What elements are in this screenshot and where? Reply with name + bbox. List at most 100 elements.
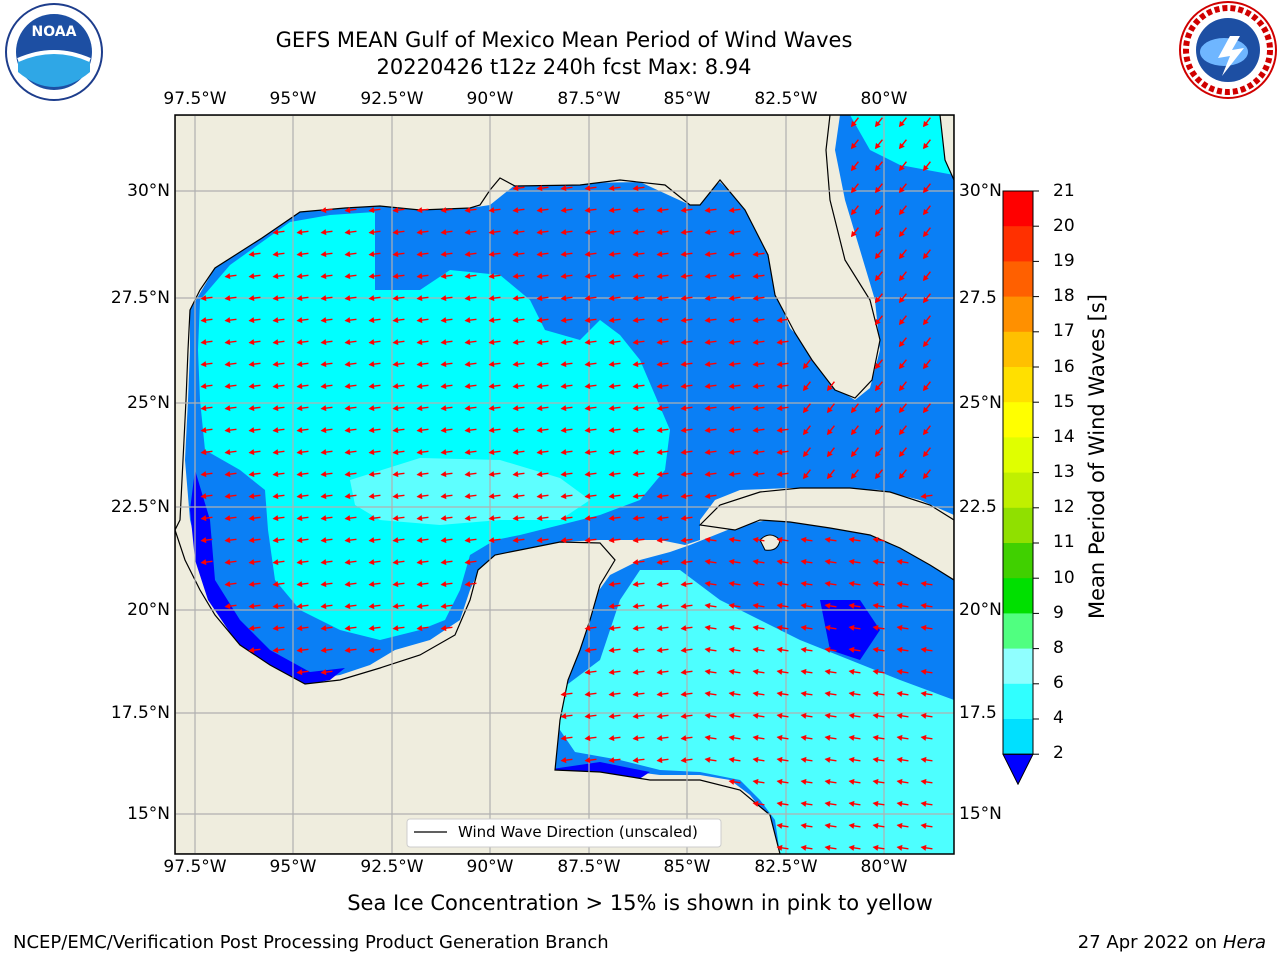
wave-direction-arrowhead [874, 318, 881, 326]
cb-label-17: 17 [1053, 321, 1075, 341]
wave-direction-arrowhead [512, 339, 519, 346]
wave-direction-arrowhead [320, 537, 327, 544]
wave-direction-arrowhead [728, 471, 735, 478]
wave-direction-arrowhead [632, 317, 639, 324]
date-stamp: 27 Apr 2022 on Hera [1078, 932, 1266, 954]
wave-direction-arrowhead [704, 624, 711, 631]
wave-direction-arrowhead [320, 383, 327, 390]
wave-direction-arrowhead [752, 273, 759, 280]
legend-label: Wind Wave Direction (unscaled) [458, 823, 698, 841]
cb-label-13: 13 [1053, 462, 1075, 482]
wave-direction-arrowhead [728, 536, 735, 543]
wave-direction-arrowhead [272, 427, 279, 434]
wave-direction-arrowhead [464, 295, 471, 302]
wave-direction-arrowhead [776, 558, 783, 565]
wave-direction-arrowhead [896, 558, 903, 565]
wave-direction-arrowhead [368, 471, 375, 478]
wave-direction-arrowhead [874, 142, 881, 150]
wave-direction-arrowhead [850, 208, 857, 216]
wave-direction-arrowhead [296, 647, 303, 654]
wave-direction-arrowhead [416, 339, 423, 346]
wave-direction-arrowhead [752, 734, 759, 741]
wave-direction-arrowhead [368, 405, 375, 412]
wave-direction-arrowhead [296, 295, 303, 302]
wave-direction-arrowhead [608, 405, 615, 412]
wave-direction-arrowhead [344, 625, 351, 632]
wave-direction-arrowhead [872, 690, 879, 697]
wave-direction-arrowhead [320, 581, 327, 588]
wave-direction-arrowhead [874, 384, 881, 392]
lon-top-7: 80°W [860, 89, 908, 109]
wave-direction-arrowhead [632, 229, 639, 236]
wave-direction-arrowhead [248, 449, 255, 456]
wave-direction-arrowhead [248, 427, 255, 434]
machine-name: Hera [1222, 932, 1266, 953]
wave-direction-arrowhead [728, 668, 735, 675]
wave-direction-arrowhead [560, 405, 567, 412]
wave-direction-arrowhead [800, 558, 807, 565]
wave-direction-arrowhead [272, 361, 279, 368]
wave-direction-arrowhead [656, 559, 663, 566]
wave-direction-arrowhead [896, 602, 903, 609]
wave-direction-arrowhead [368, 449, 375, 456]
wave-direction-arrowhead [536, 229, 543, 236]
wave-direction-arrowhead [560, 471, 567, 478]
wave-direction-arrowhead [728, 405, 735, 412]
wave-direction-arrowhead [224, 559, 231, 566]
wave-direction-arrowhead [296, 405, 303, 412]
lon-top-2: 92.5°W [360, 89, 424, 109]
wave-direction-arrowhead [392, 229, 399, 236]
wave-direction-arrowhead [248, 647, 255, 654]
lat-right-5: 17.5 [959, 703, 997, 723]
colorbar-segment [1003, 367, 1033, 403]
wave-direction-arrowhead [560, 295, 567, 302]
wave-direction-arrowhead [584, 625, 591, 632]
wave-direction-arrowhead [536, 361, 543, 368]
wave-direction-arrowhead [920, 602, 927, 609]
wave-direction-arrowhead [200, 339, 207, 346]
wave-direction-arrowhead [728, 229, 735, 236]
wave-direction-arrowhead [608, 471, 615, 478]
wave-direction-arrowhead [776, 427, 783, 434]
wave-direction-arrowhead [850, 120, 857, 128]
wave-direction-arrowhead [608, 669, 615, 676]
wave-direction-arrowhead [272, 273, 279, 280]
wave-direction-arrowhead [224, 493, 231, 500]
wave-direction-arrowhead [200, 537, 207, 544]
colorbar-segment [1003, 226, 1033, 262]
lat-right-3: 22.5 [959, 497, 997, 517]
wave-direction-arrowhead [704, 558, 711, 565]
wave-direction-arrowhead [344, 229, 351, 236]
wave-direction-arrowhead [392, 493, 399, 500]
wave-direction-arrowhead [896, 822, 903, 829]
wave-direction-arrowhead [680, 471, 687, 478]
wave-direction-arrowhead [248, 515, 255, 522]
wave-direction-arrowhead [826, 384, 833, 392]
wave-direction-arrowhead [584, 229, 591, 236]
wave-direction-arrowhead [680, 669, 687, 676]
wave-direction-arrowhead [680, 735, 687, 742]
wave-direction-arrowhead [848, 690, 855, 697]
wave-direction-arrowhead [800, 756, 807, 763]
wave-direction-arrowhead [920, 778, 927, 785]
wave-direction-arrowhead [920, 690, 927, 697]
wave-direction-arrowhead [440, 229, 447, 236]
wave-direction-arrowhead [416, 625, 423, 632]
wave-direction-arrowhead [224, 361, 231, 368]
wave-direction-arrowhead [488, 427, 495, 434]
wave-direction-arrowhead [272, 493, 279, 500]
wave-direction-arrowhead [704, 536, 711, 543]
wave-direction-arrowhead [608, 647, 615, 654]
wave-direction-arrowhead [896, 712, 903, 719]
wave-direction-arrowhead [872, 844, 879, 851]
wave-direction-arrowhead [536, 537, 543, 544]
wave-direction-arrowhead [704, 405, 711, 412]
cb-label-6: 6 [1053, 673, 1064, 693]
wave-direction-arrowhead [920, 493, 927, 500]
wave-direction-arrowhead [872, 822, 879, 829]
cb-label-15: 15 [1053, 392, 1075, 412]
wave-direction-arrowhead [656, 669, 663, 676]
lon-top-0: 97.5°W [163, 89, 227, 109]
wave-direction-arrowhead [248, 317, 255, 324]
wave-direction-arrowhead [416, 251, 423, 258]
